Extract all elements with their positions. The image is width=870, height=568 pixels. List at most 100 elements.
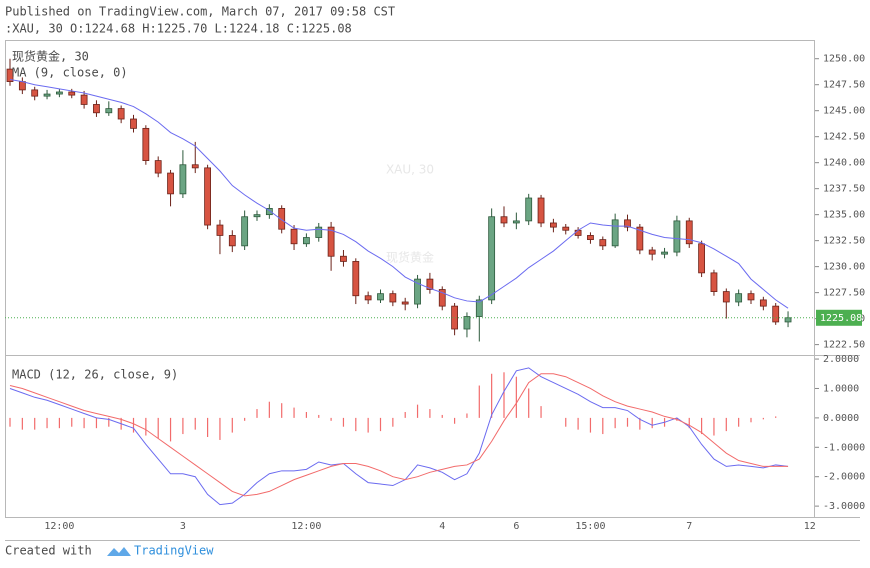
candle-body <box>68 91 76 96</box>
published-line: Published on TradingView.com, March 07, … <box>5 5 395 19</box>
x-tick-label: 12:00 <box>291 521 321 532</box>
y-tick-label: -3.0000 <box>823 501 865 512</box>
watermark: XAU, 30 <box>386 163 434 177</box>
candle-body <box>574 229 582 236</box>
y-tick-label: 1227.50 <box>823 288 865 299</box>
candle-body <box>364 295 372 301</box>
candle-body <box>661 251 668 255</box>
candle-body <box>414 278 421 305</box>
candle-body <box>352 261 360 297</box>
ma-line <box>9 79 789 309</box>
x-tick-label: 7 <box>686 521 692 532</box>
ohlc-line: :XAU, 30 O:1224.68 H:1225.70 L:1224.18 C… <box>5 22 352 36</box>
candle-body <box>117 108 125 120</box>
candle-body <box>562 226 570 231</box>
x-tick-label: 6 <box>513 521 519 532</box>
macd-line <box>9 367 789 506</box>
candle-body <box>43 93 51 97</box>
candle-body <box>512 220 520 224</box>
candle-body <box>624 219 631 228</box>
y-tick-label: -2.0000 <box>823 472 865 483</box>
candle-body <box>611 219 619 247</box>
candle-body <box>18 81 26 91</box>
candle-body <box>56 91 63 95</box>
candle-body <box>710 272 718 292</box>
macd-legend: MACD (12, 26, close, 9) <box>12 368 178 382</box>
candle-body <box>105 108 113 114</box>
candle-body <box>179 164 187 195</box>
candle-body <box>488 216 496 301</box>
y-tick-label: 1222.50 <box>823 340 865 351</box>
candle-body <box>685 220 693 245</box>
candle-body <box>438 289 446 307</box>
candle-body <box>463 316 471 330</box>
x-tick-label: 12: <box>804 521 822 532</box>
candle-body <box>216 224 224 236</box>
candle-body <box>340 255 347 262</box>
candle-body <box>747 293 755 301</box>
candle-body <box>698 243 705 274</box>
y-tick-label: 1250.00 <box>823 54 865 65</box>
y-tick-label: 1245.00 <box>823 106 865 117</box>
candle-body <box>290 228 298 245</box>
candle-body <box>648 249 656 255</box>
last-price-box <box>816 309 862 326</box>
candle-body <box>302 237 310 245</box>
candle-body <box>80 94 88 105</box>
candle-body <box>537 197 545 224</box>
candle-body <box>142 127 150 161</box>
candle-body <box>154 160 162 174</box>
candle-body <box>426 278 434 290</box>
y-tick-label: 0.0000 <box>823 413 859 424</box>
symbol-legend: 现货黄金, 30 <box>12 49 89 64</box>
signal-line <box>9 373 789 497</box>
tradingview-logo <box>107 547 131 556</box>
y-tick-label: 1242.50 <box>823 132 865 143</box>
candle-body <box>167 172 174 195</box>
candle-body <box>673 220 681 253</box>
candle-body <box>636 226 644 251</box>
x-tick-label: 12:00 <box>44 521 74 532</box>
watermark-subtitle: 现货黄金 <box>386 250 434 265</box>
x-tick-label: 15:00 <box>575 521 605 532</box>
candle-body <box>265 208 273 216</box>
candle-body <box>31 89 39 97</box>
candle-body <box>6 68 14 82</box>
candle-body <box>784 317 792 323</box>
footer-text: Created with <box>5 544 92 558</box>
candle-body <box>278 208 286 230</box>
price-pane: 1222.501225.001227.501230.001232.501235.… <box>5 54 865 351</box>
y-tick-label: 1230.00 <box>823 262 865 273</box>
y-tick-label: 1.0000 <box>823 383 859 394</box>
candle-body <box>599 239 607 247</box>
y-tick-label: -1.0000 <box>823 442 865 453</box>
candle-body <box>759 299 767 307</box>
x-tick-label: 4 <box>439 521 445 532</box>
candle-body <box>401 301 409 305</box>
footer-brand[interactable]: TradingView <box>134 544 214 558</box>
y-tick-label: 1232.50 <box>823 236 865 247</box>
last-price-label: 1225.08 <box>820 313 862 324</box>
candle-body <box>327 226 335 257</box>
y-tick-label: 1235.00 <box>823 210 865 221</box>
time-axis: 12:00 3 12:00 4 6 15:00 7 12: <box>44 521 822 532</box>
y-tick-label: 1240.00 <box>823 158 865 169</box>
candle-body <box>253 214 261 218</box>
candle-body <box>550 222 557 228</box>
candle-body <box>735 293 743 303</box>
candle-body <box>389 293 397 303</box>
ma-legend: MA (9, close, 0) <box>12 66 128 80</box>
y-tick-label: 2.0000 <box>823 354 859 365</box>
y-tick-label: 1247.50 <box>823 80 865 91</box>
candle-body <box>204 167 212 226</box>
candle-body <box>93 104 100 114</box>
x-tick-label: 3 <box>180 521 186 532</box>
candle-body <box>475 299 483 317</box>
candle-body <box>241 216 249 247</box>
candle-body <box>525 197 533 222</box>
candle-body <box>130 118 137 129</box>
y-tick-label: 1237.50 <box>823 184 865 195</box>
candle-body <box>722 291 730 303</box>
candle-body <box>587 235 594 241</box>
